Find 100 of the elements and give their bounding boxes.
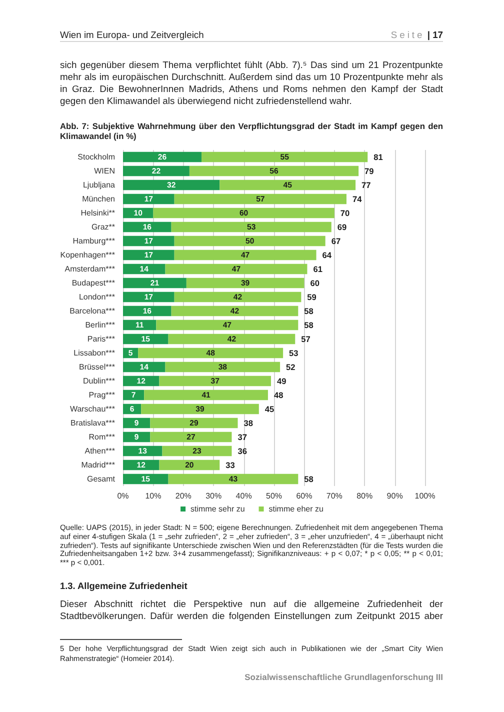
total-label: 64 xyxy=(322,250,332,260)
x-tick-label: 60% xyxy=(296,492,312,500)
x-tick-label: 70% xyxy=(326,492,342,500)
y-tick-label: Gesamt xyxy=(86,474,116,484)
bar xyxy=(189,166,359,176)
total-label: 52 xyxy=(286,362,296,372)
total-label: 49 xyxy=(276,376,287,386)
bar xyxy=(159,376,271,386)
bar xyxy=(123,180,220,190)
y-tick-label: Barcelona*** xyxy=(70,306,115,316)
bar xyxy=(174,250,316,260)
total-label: 33 xyxy=(226,460,236,470)
bar xyxy=(144,390,268,400)
x-tick-label: 20% xyxy=(175,492,192,500)
bar xyxy=(186,278,304,288)
total-label: 77 xyxy=(362,180,372,190)
bar xyxy=(150,418,238,428)
bar xyxy=(156,320,298,330)
bar xyxy=(165,362,280,372)
y-tick-label: London*** xyxy=(78,292,115,302)
bar xyxy=(168,334,296,344)
y-tick-label: Amsterdam*** xyxy=(64,264,115,274)
y-tick-label: Ljubljana xyxy=(82,180,116,190)
total-label: 53 xyxy=(289,348,299,358)
text: Dieser Abschnitt richtet die Perspektive nun auf die allgemeine Zufriedenheit der Stadtbevölkerungen. Dafür werden die folgenden Einstellungen zum Zeitpunkt 2015 aber xyxy=(60,598,443,622)
y-tick-label: WIEN xyxy=(94,166,116,176)
y-tick-label: Budapest*** xyxy=(72,278,115,288)
bar xyxy=(123,194,174,204)
total-label: 70 xyxy=(340,208,350,218)
x-tick-label: 100% xyxy=(414,492,436,500)
bar xyxy=(141,404,259,414)
bar xyxy=(168,474,298,484)
total-label: 81 xyxy=(374,152,384,162)
bar xyxy=(123,292,174,302)
y-tick-label: Athen*** xyxy=(84,446,115,456)
bar xyxy=(123,152,202,162)
total-label: 79 xyxy=(364,166,374,176)
bar xyxy=(123,334,168,344)
bar xyxy=(123,250,174,260)
bar xyxy=(220,180,356,190)
legend-label: stimme eher zu xyxy=(268,504,324,514)
x-tick-label: 50% xyxy=(266,492,282,500)
x-tick-label: 90% xyxy=(386,492,403,500)
bar xyxy=(123,306,172,316)
y-tick-label: Kopenhagen*** xyxy=(60,250,115,260)
legend-label: stimme sehr zu xyxy=(190,504,245,514)
bar xyxy=(123,236,174,246)
text: sich gegenüber diesem Thema verpflichtet fühlt (Abb. 7).⁵ Das sind um 21 Prozentpunkte mehr als im europäischen Durchschnitt. Außerdem sind das um 10 Prozentpunkte mehr als in Graz. Die BewohnerInnen Madrids, Athens und Roms nehmen den Kampf der Stadt gegen den Klimawandel als überwiegend nicht zufriedenstellend wahr. xyxy=(60,58,443,108)
x-tick-label: 10% xyxy=(145,492,162,500)
total-label: 45 xyxy=(264,404,275,414)
total-label: 38 xyxy=(244,418,254,428)
bar xyxy=(123,222,172,232)
y-tick-label: Dublin*** xyxy=(82,376,115,386)
bar xyxy=(123,390,144,400)
y-tick-label: Prag*** xyxy=(88,390,115,400)
bar xyxy=(159,460,220,470)
y-tick-label: Graz** xyxy=(91,222,115,232)
y-tick-label: Lissabon*** xyxy=(74,348,115,358)
x-tick-label: 40% xyxy=(236,492,252,500)
x-tick-label: 0% xyxy=(117,492,129,500)
bar xyxy=(165,264,308,274)
total-label: 57 xyxy=(301,334,311,344)
y-tick-label: Warschau*** xyxy=(70,404,115,414)
bar xyxy=(174,292,302,302)
y-tick-label: Bratislava*** xyxy=(70,418,115,428)
bar xyxy=(174,194,346,204)
bar xyxy=(123,362,166,372)
total-label: 67 xyxy=(331,236,341,246)
bar xyxy=(123,264,166,274)
bar xyxy=(171,306,298,316)
text: 1.3. Allgemeine Zufriedenheit xyxy=(60,580,188,592)
chart-title: Abb. 7: Subjektive Wahrnehmung über den Verpflichtungsgrad der Stadt im Kampf gegen den Klimawandel (in %) xyxy=(60,121,443,141)
total-label: 37 xyxy=(238,432,248,442)
y-tick-label: Rom*** xyxy=(88,432,115,442)
y-tick-label: Stockholm xyxy=(78,152,116,162)
bar xyxy=(123,166,190,176)
y-tick-label: Berlin*** xyxy=(85,320,115,330)
total-label: 60 xyxy=(310,278,320,288)
bar xyxy=(202,152,368,162)
text: Sozialwissenschaftliche Grundlagenforschung III xyxy=(244,671,443,683)
bar xyxy=(138,348,284,358)
y-tick-label: Hamburg*** xyxy=(72,236,115,246)
total-label: 69 xyxy=(337,222,347,232)
bar xyxy=(123,278,186,288)
y-tick-label: Paris*** xyxy=(87,334,115,344)
y-tick-label: München xyxy=(82,194,115,204)
bar xyxy=(123,474,168,484)
bar xyxy=(171,222,332,232)
total-label: 58 xyxy=(304,306,314,316)
y-tick-label: Madrid*** xyxy=(81,460,115,470)
total-label: 36 xyxy=(238,446,248,456)
bar xyxy=(174,236,326,246)
text: Seite | 17 xyxy=(390,29,443,40)
total-label: 58 xyxy=(304,320,314,330)
total-label: 61 xyxy=(313,264,323,274)
x-tick-label: 80% xyxy=(356,492,373,500)
y-tick-label: Brüssel*** xyxy=(78,362,115,372)
total-label: 58 xyxy=(304,474,314,484)
text: Wien im Europa- und Zeitvergleich xyxy=(60,29,204,41)
total-label: 59 xyxy=(307,292,317,302)
